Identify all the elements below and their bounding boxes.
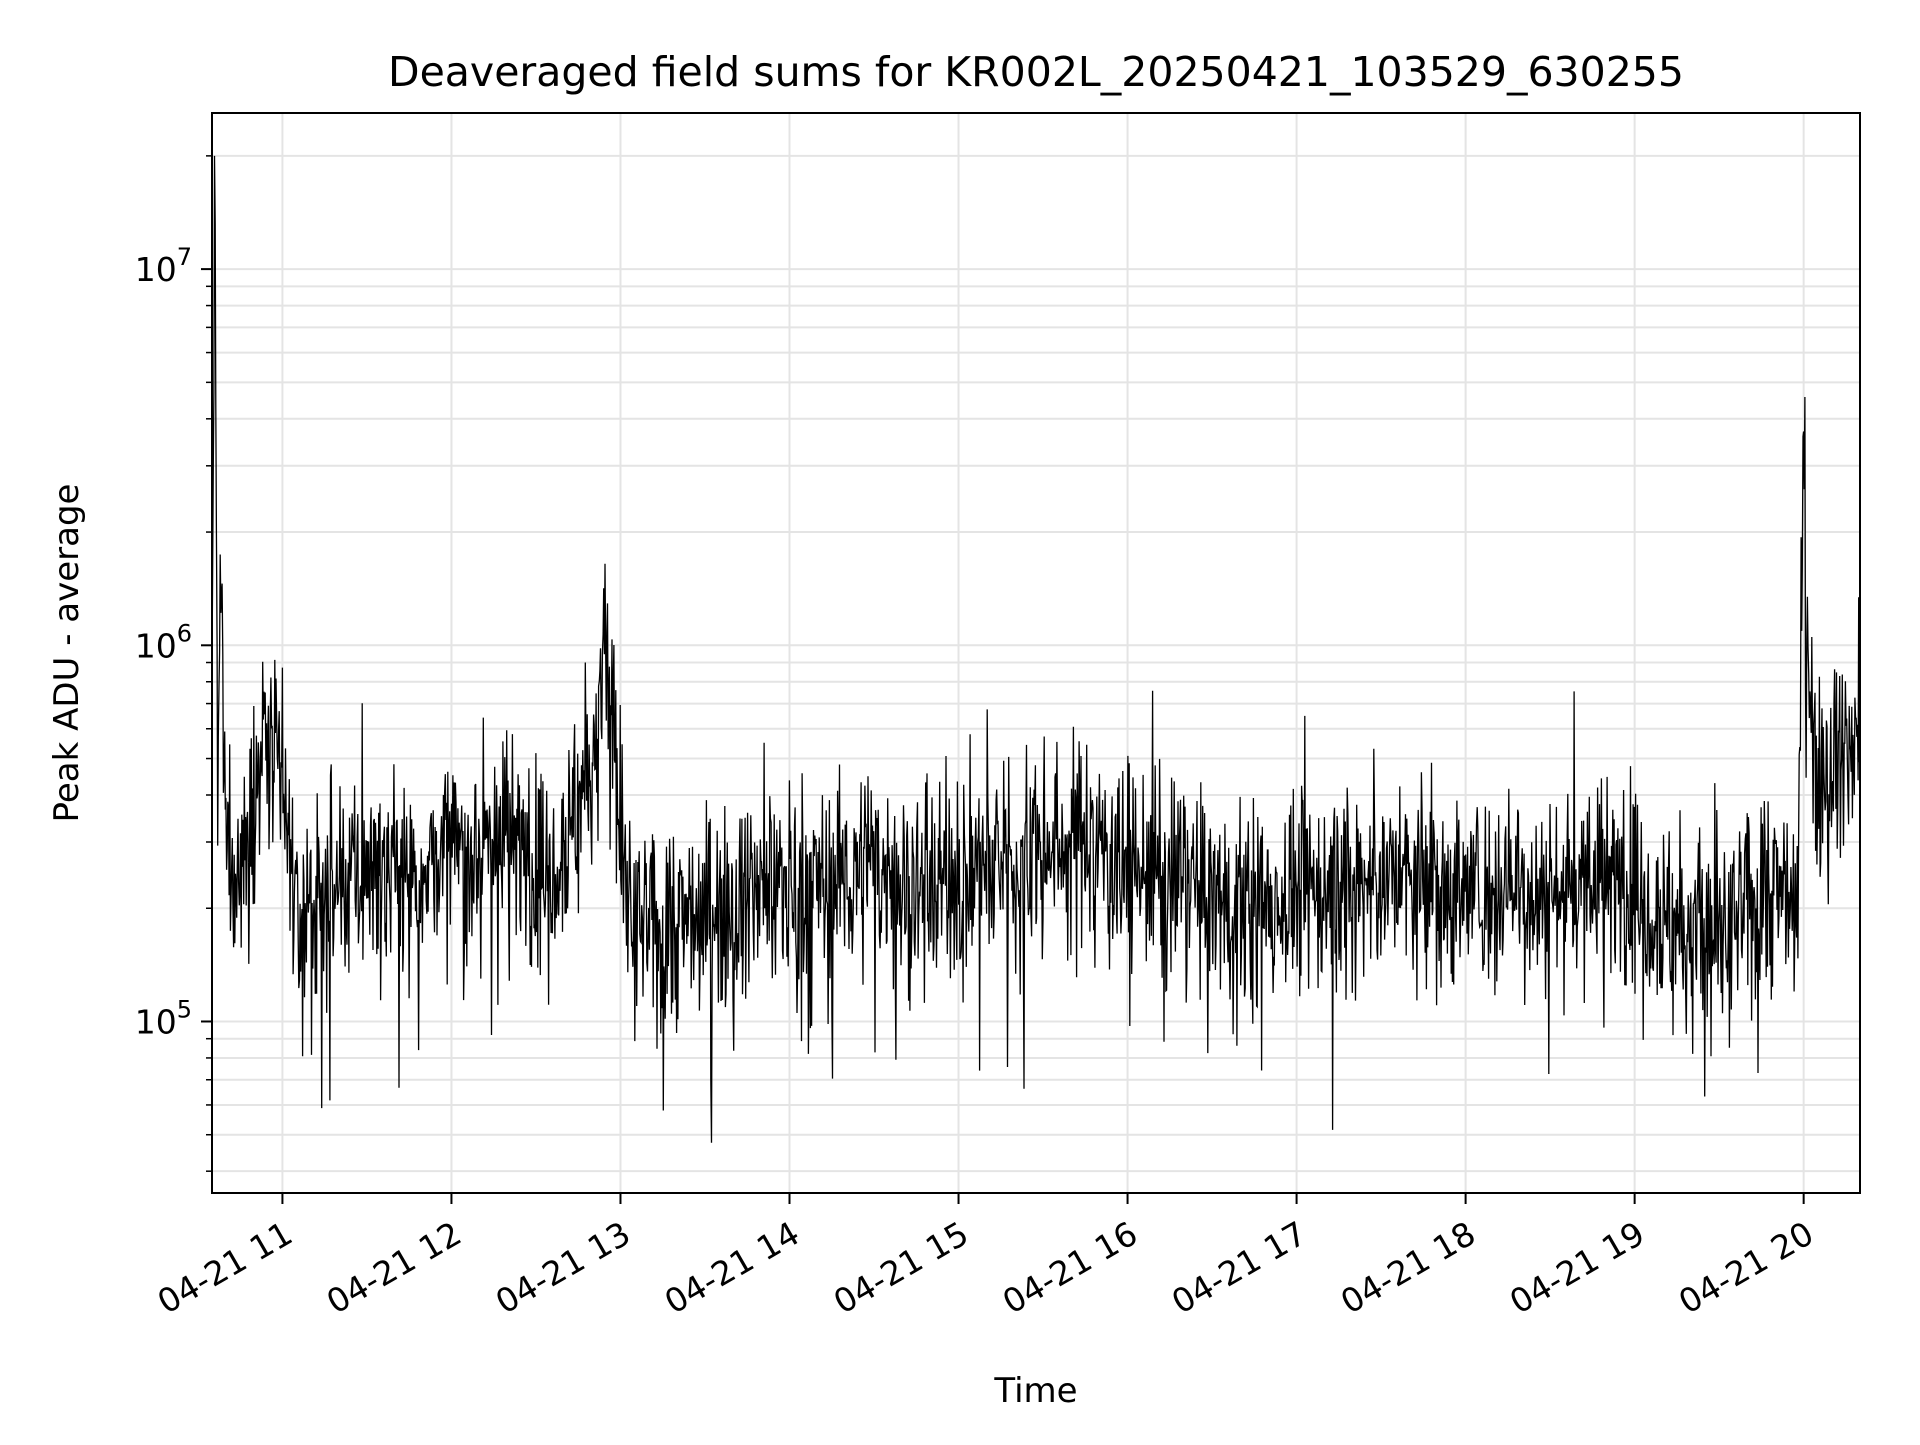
x-axis-label: Time xyxy=(993,1371,1077,1411)
grid-lines xyxy=(212,113,1860,1193)
data-series-line xyxy=(211,155,1861,1143)
chart-title: Deaveraged field sums for KR002L_2025042… xyxy=(388,48,1684,96)
y-axis-label: Peak ADU - average xyxy=(47,484,87,823)
y-tick-label: 105 xyxy=(135,995,192,1041)
plot-frame xyxy=(211,112,1861,1194)
plot-area xyxy=(211,155,1861,1143)
